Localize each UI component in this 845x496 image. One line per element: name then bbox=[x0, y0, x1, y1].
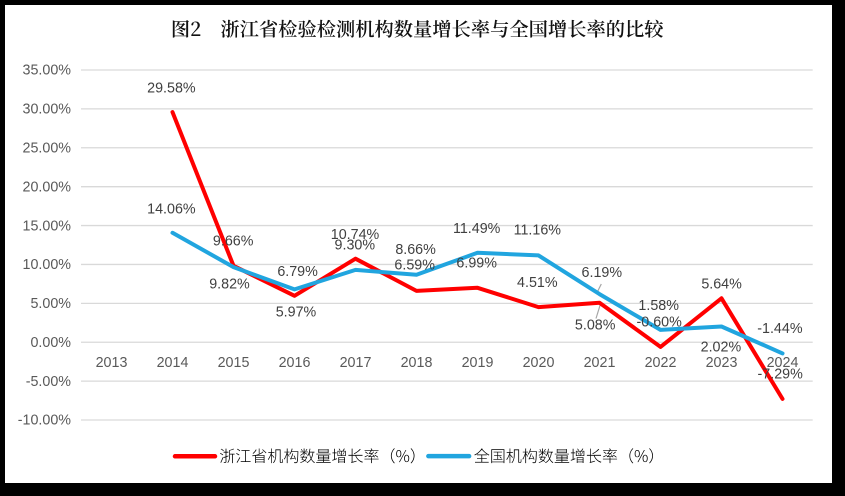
svg-text:9.66%: 9.66% bbox=[213, 234, 254, 250]
svg-text:11.49%: 11.49% bbox=[453, 221, 501, 237]
svg-text:2023: 2023 bbox=[706, 355, 738, 371]
svg-text:-0.60%: -0.60% bbox=[637, 314, 683, 330]
svg-text:2017: 2017 bbox=[340, 355, 372, 371]
svg-text:2014: 2014 bbox=[157, 355, 189, 371]
svg-text:2013: 2013 bbox=[96, 355, 128, 371]
svg-text:11.16%: 11.16% bbox=[514, 223, 562, 239]
svg-text:6.99%: 6.99% bbox=[456, 256, 497, 272]
svg-text:25.00%: 25.00% bbox=[23, 140, 72, 156]
svg-text:2021: 2021 bbox=[584, 355, 616, 371]
svg-text:10.74%: 10.74% bbox=[331, 227, 380, 243]
svg-text:6.79%: 6.79% bbox=[277, 264, 318, 280]
svg-text:9.82%: 9.82% bbox=[209, 277, 250, 293]
svg-text:10.00%: 10.00% bbox=[23, 257, 72, 273]
svg-text:5.97%: 5.97% bbox=[276, 304, 317, 320]
svg-text:1.58%: 1.58% bbox=[638, 298, 679, 314]
svg-text:2015: 2015 bbox=[218, 355, 250, 371]
svg-text:2024: 2024 bbox=[767, 355, 799, 371]
svg-text:2019: 2019 bbox=[462, 355, 494, 371]
svg-text:5.00%: 5.00% bbox=[30, 296, 71, 312]
svg-text:2022: 2022 bbox=[645, 355, 677, 371]
svg-text:-7.29%: -7.29% bbox=[758, 367, 804, 383]
svg-text:-1.44%: -1.44% bbox=[757, 321, 803, 337]
svg-text:8.66%: 8.66% bbox=[395, 242, 436, 258]
svg-text:35.00%: 35.00% bbox=[23, 63, 72, 79]
svg-text:-5.00%: -5.00% bbox=[26, 374, 72, 390]
svg-text:9.30%: 9.30% bbox=[335, 238, 376, 254]
svg-text:2018: 2018 bbox=[401, 355, 433, 371]
svg-text:2016: 2016 bbox=[279, 355, 311, 371]
svg-text:14.06%: 14.06% bbox=[147, 202, 196, 218]
svg-text:29.58%: 29.58% bbox=[147, 81, 196, 97]
svg-text:5.64%: 5.64% bbox=[701, 277, 742, 293]
svg-text:0.00%: 0.00% bbox=[30, 335, 71, 351]
svg-text:4.51%: 4.51% bbox=[517, 275, 558, 291]
svg-text:20.00%: 20.00% bbox=[23, 179, 72, 195]
svg-text:-10.00%: -10.00% bbox=[18, 413, 72, 429]
svg-text:2020: 2020 bbox=[523, 355, 555, 371]
svg-text:30.00%: 30.00% bbox=[23, 102, 72, 118]
svg-text:6.59%: 6.59% bbox=[394, 257, 435, 273]
svg-text:2.02%: 2.02% bbox=[701, 339, 742, 355]
svg-text:15.00%: 15.00% bbox=[23, 218, 72, 234]
svg-text:6.19%: 6.19% bbox=[582, 265, 623, 281]
svg-text:5.08%: 5.08% bbox=[575, 318, 616, 334]
